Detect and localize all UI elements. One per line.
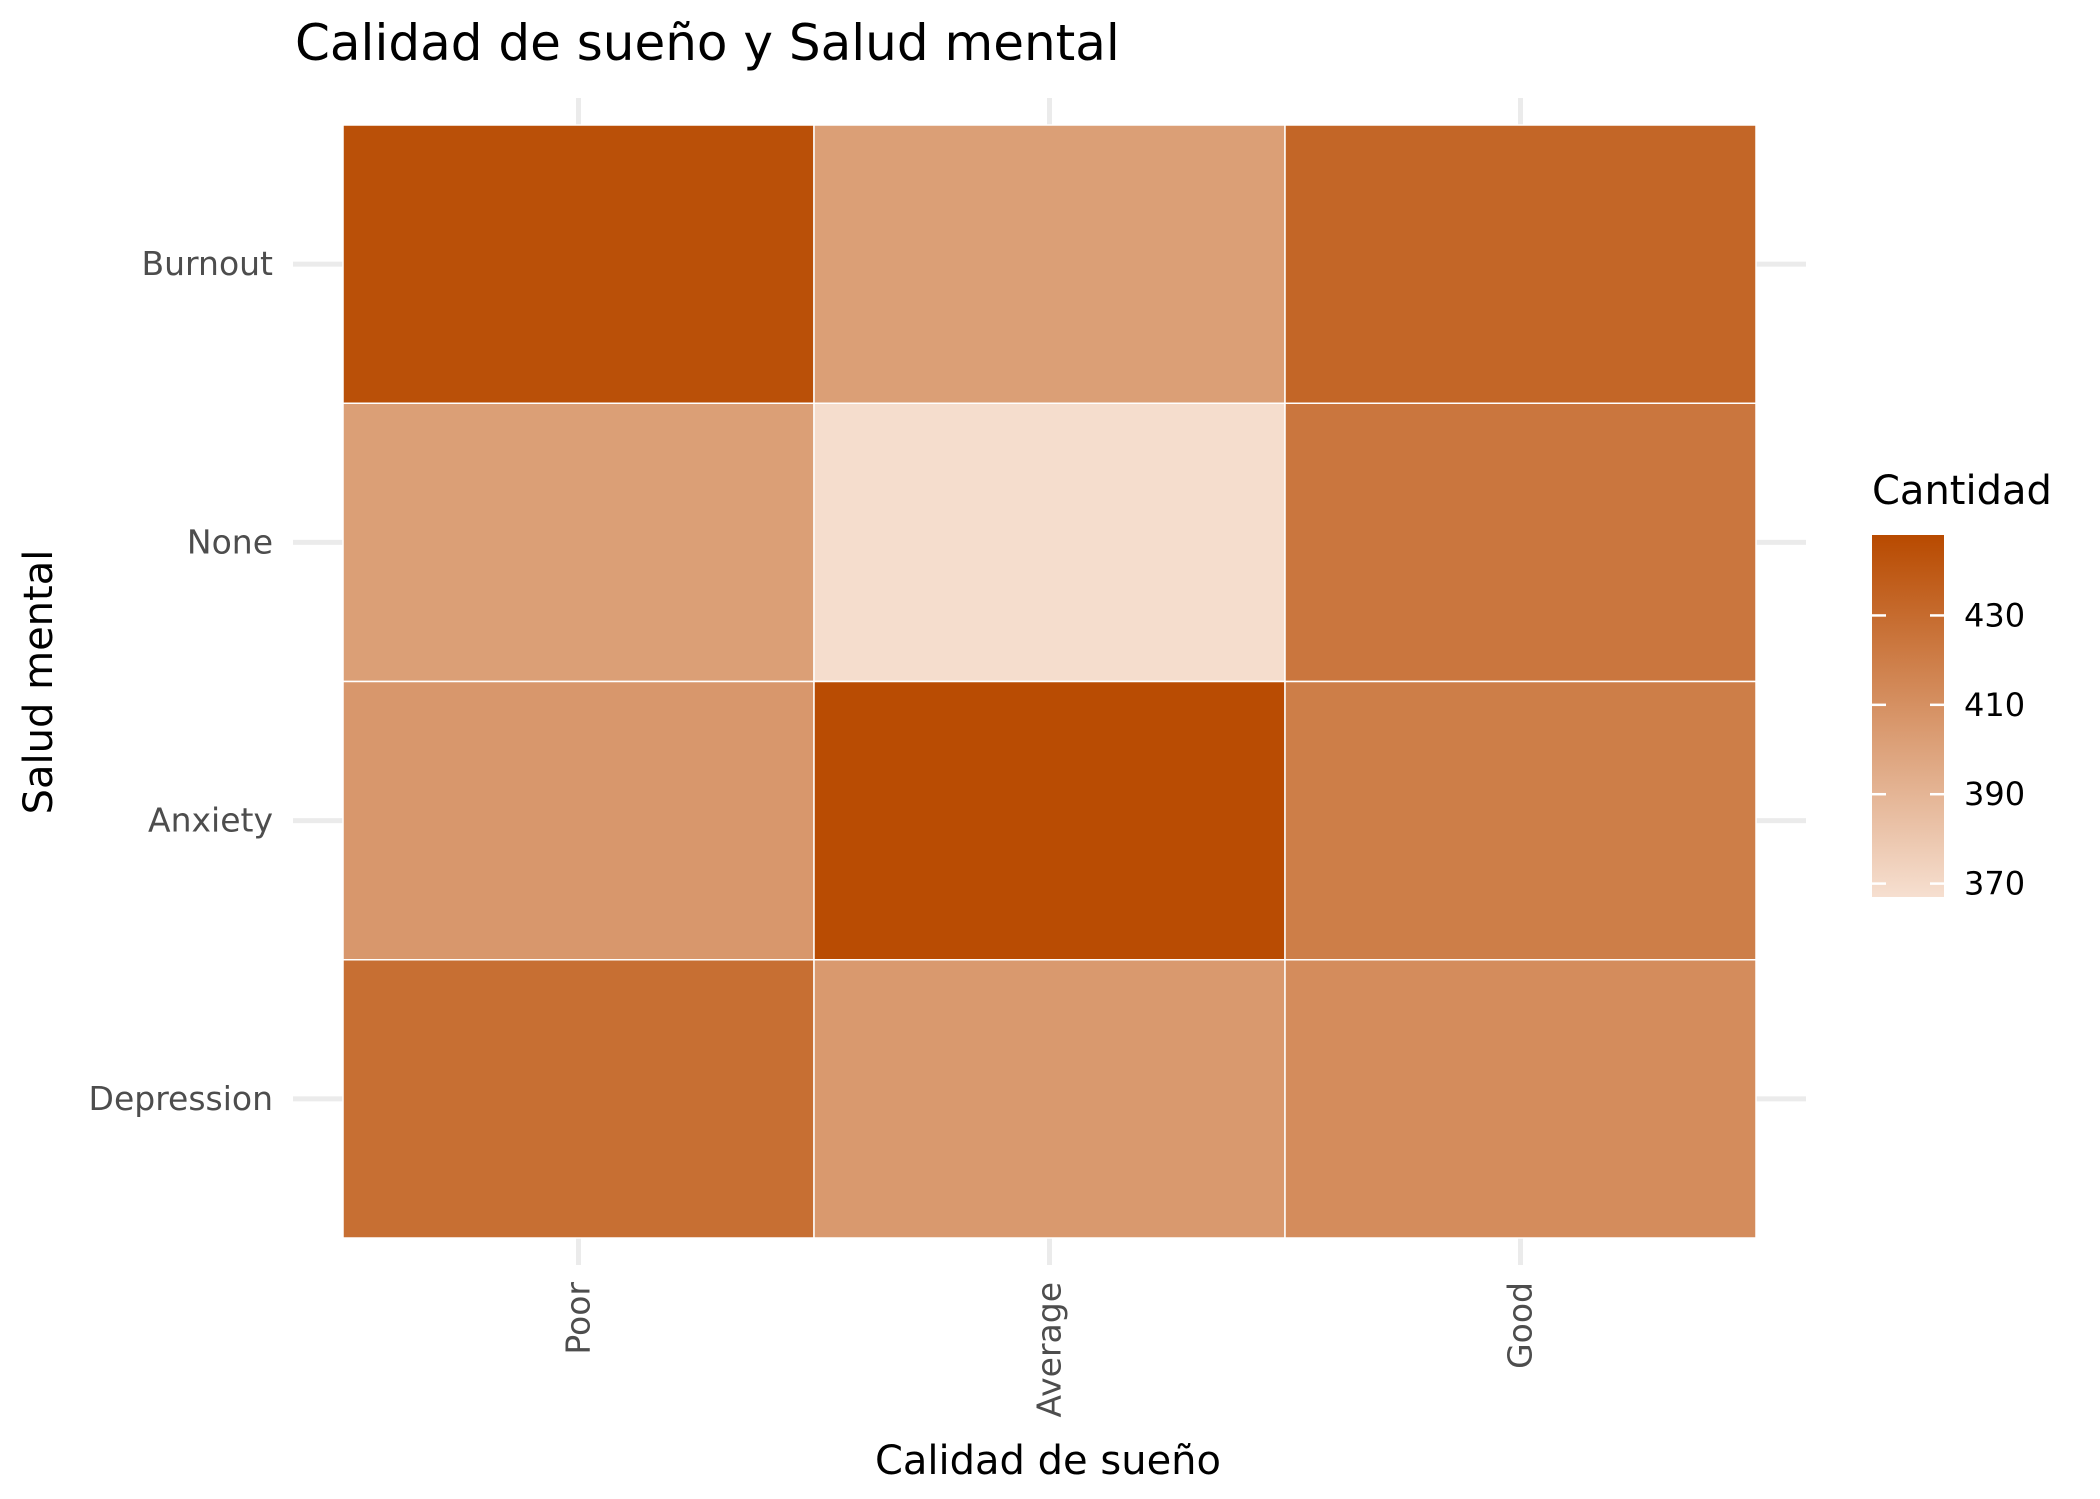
heatmap-cell-none-average: [813, 402, 1286, 683]
y-axis-ticks: Depression Anxiety None Burnout: [89, 244, 274, 1118]
x-tick-label-poor: Poor: [559, 1282, 598, 1355]
x-axis-ticks: Poor Average Good: [559, 1282, 1540, 1418]
x-axis-title: Calidad de sueño: [875, 1438, 1221, 1484]
legend-label-410: 410: [1964, 686, 2025, 724]
heatmap-cell-none-poor: [342, 402, 815, 683]
legend-label-430: 430: [1964, 596, 2025, 634]
y-tick-label-anxiety: Anxiety: [148, 801, 273, 840]
x-tick-label-average: Average: [1030, 1282, 1069, 1418]
legend: Cantidad 370 390 410 430: [1872, 468, 2052, 903]
legend-title: Cantidad: [1872, 468, 2052, 514]
heatmap-cell-anxiety-average: [813, 680, 1286, 961]
legend-label-370: 370: [1964, 865, 2025, 903]
heatmap-cell-burnout-good: [1284, 124, 1757, 404]
x-tick-label-good: Good: [1501, 1282, 1540, 1369]
heatmap-cell-burnout-poor: [342, 124, 815, 404]
heatmap-cell-burnout-average: [813, 124, 1286, 404]
y-axis-title: Salud mental: [16, 550, 62, 815]
heatmap-cell-anxiety-good: [1284, 680, 1757, 961]
heatmap-cells: [342, 124, 1757, 1239]
heatmap-cell-depression-poor: [342, 959, 815, 1239]
y-tick-label-burnout: Burnout: [141, 244, 273, 283]
y-tick-label-none: None: [187, 522, 273, 561]
heatmap-cell-none-good: [1284, 402, 1757, 683]
y-tick-label-depression: Depression: [89, 1079, 273, 1118]
heatmap-cell-depression-good: [1284, 959, 1757, 1239]
heatmap-cell-anxiety-poor: [342, 680, 815, 961]
legend-label-390: 390: [1964, 775, 2025, 813]
heatmap-cell-depression-average: [813, 959, 1286, 1239]
legend-ticks: 370 390 410 430: [1872, 596, 2025, 903]
chart-title: Calidad de sueño y Salud mental: [295, 14, 1120, 72]
legend-color-bar: [1872, 535, 1944, 897]
